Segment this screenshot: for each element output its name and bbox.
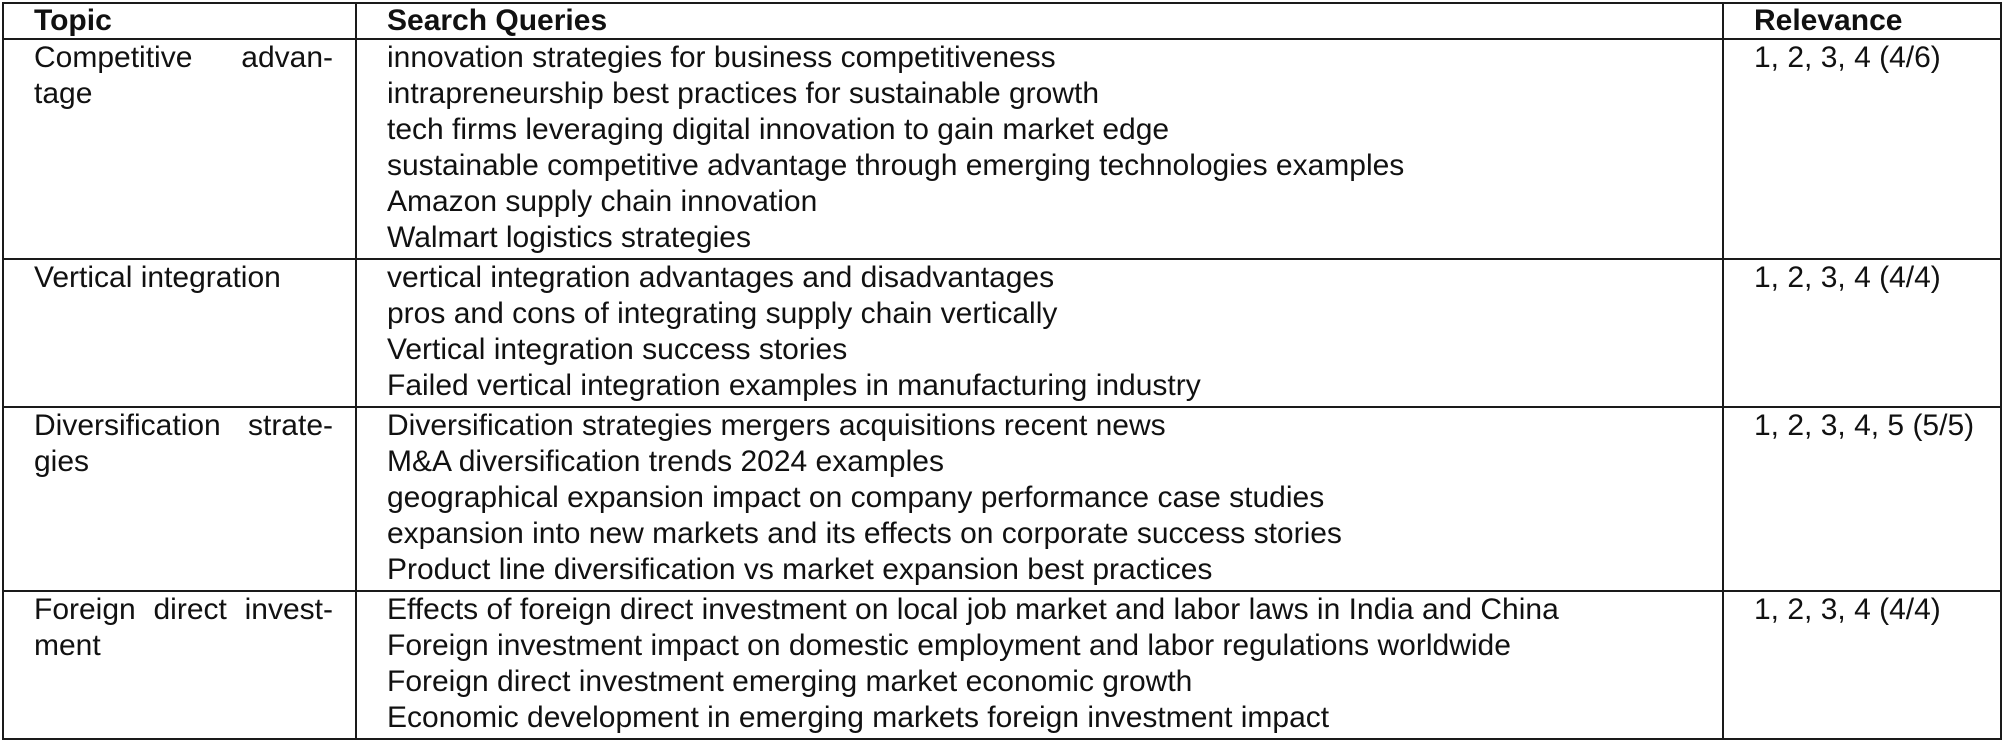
search-query: Amazon supply chain innovation xyxy=(387,185,818,218)
topic-line: gies xyxy=(34,445,90,478)
search-query: Walmart logistics strategies xyxy=(387,221,751,254)
topic-line: Foreign direct invest- xyxy=(34,593,333,626)
relevance-value: 1, 2, 3, 4 (4/4) xyxy=(1754,593,1941,626)
search-query: geographical expansion impact on company… xyxy=(387,481,1325,514)
queries-cell: innovation strategies for business compe… xyxy=(355,38,1724,260)
table-row: Diversification strate-gies Diversificati… xyxy=(2,406,2002,592)
topic-cell: Competitive advan-tage xyxy=(2,38,357,260)
table-header: Topic Search Queries Relevance xyxy=(2,2,2002,40)
header-topic: Topic xyxy=(2,2,357,40)
search-query: Foreign investment impact on domestic em… xyxy=(387,629,1511,662)
relevance-value: 1, 2, 3, 4 (4/4) xyxy=(1754,261,1941,294)
relevance-value: 1, 2, 3, 4, 5 (5/5) xyxy=(1754,409,1975,442)
relevance-cell: 1, 2, 3, 4 (4/4) xyxy=(1722,590,2002,740)
queries-cell: Diversification strategies mergers acqui… xyxy=(355,406,1724,592)
search-query: intrapreneurship best practices for sust… xyxy=(387,77,1100,110)
relevance-cell: 1, 2, 3, 4 (4/6) xyxy=(1722,38,2002,260)
header-relevance: Relevance xyxy=(1722,2,2002,40)
search-query: expansion into new markets and its effec… xyxy=(387,517,1342,550)
search-query: sustainable competitive advantage throug… xyxy=(387,149,1405,182)
search-query: tech firms leveraging digital innovation… xyxy=(387,113,1170,146)
table-row: Vertical integration vertical integration… xyxy=(2,258,2002,408)
queries-cell: Effects of foreign direct investment on … xyxy=(355,590,1724,740)
search-query: Effects of foreign direct investment on … xyxy=(387,593,1559,626)
topic-line: Competitive advan- xyxy=(34,41,333,74)
relevance-cell: 1, 2, 3, 4 (4/4) xyxy=(1722,258,2002,408)
topic-cell: Foreign direct invest-ment xyxy=(2,590,357,740)
topic-line: tage xyxy=(34,77,93,110)
search-query: Diversification strategies mergers acqui… xyxy=(387,409,1166,442)
topic-line: Vertical integration xyxy=(34,261,281,294)
topic-cell: Vertical integration xyxy=(2,258,357,408)
relevance-value: 1, 2, 3, 4 (4/6) xyxy=(1754,41,1941,74)
queries-cell: vertical integration advantages and disa… xyxy=(355,258,1724,408)
table-row: Competitive advan-tage innovation strateg… xyxy=(2,38,2002,260)
relevance-cell: 1, 2, 3, 4, 5 (5/5) xyxy=(1722,406,2002,592)
table-body: Competitive advan-tage innovation strateg… xyxy=(2,38,2002,740)
search-query: Vertical integration success stories xyxy=(387,333,848,366)
search-query: pros and cons of integrating supply chai… xyxy=(387,297,1058,330)
search-query: innovation strategies for business compe… xyxy=(387,41,1056,74)
search-query: Failed vertical integration examples in … xyxy=(387,369,1201,402)
search-query: M&A diversification trends 2024 examples xyxy=(387,445,944,478)
header-row: Topic Search Queries Relevance xyxy=(2,2,2002,40)
search-query: vertical integration advantages and disa… xyxy=(387,261,1055,294)
search-query: Product line diversification vs market e… xyxy=(387,553,1213,586)
search-query: Foreign direct investment emerging marke… xyxy=(387,665,1193,698)
topic-line: ment xyxy=(34,629,101,662)
topic-cell: Diversification strate-gies xyxy=(2,406,357,592)
table-row: Foreign direct invest-ment Effects of for… xyxy=(2,590,2002,740)
header-search-queries: Search Queries xyxy=(355,2,1724,40)
search-query: Economic development in emerging markets… xyxy=(387,701,1330,734)
topic-line: Diversification strate- xyxy=(34,409,333,442)
